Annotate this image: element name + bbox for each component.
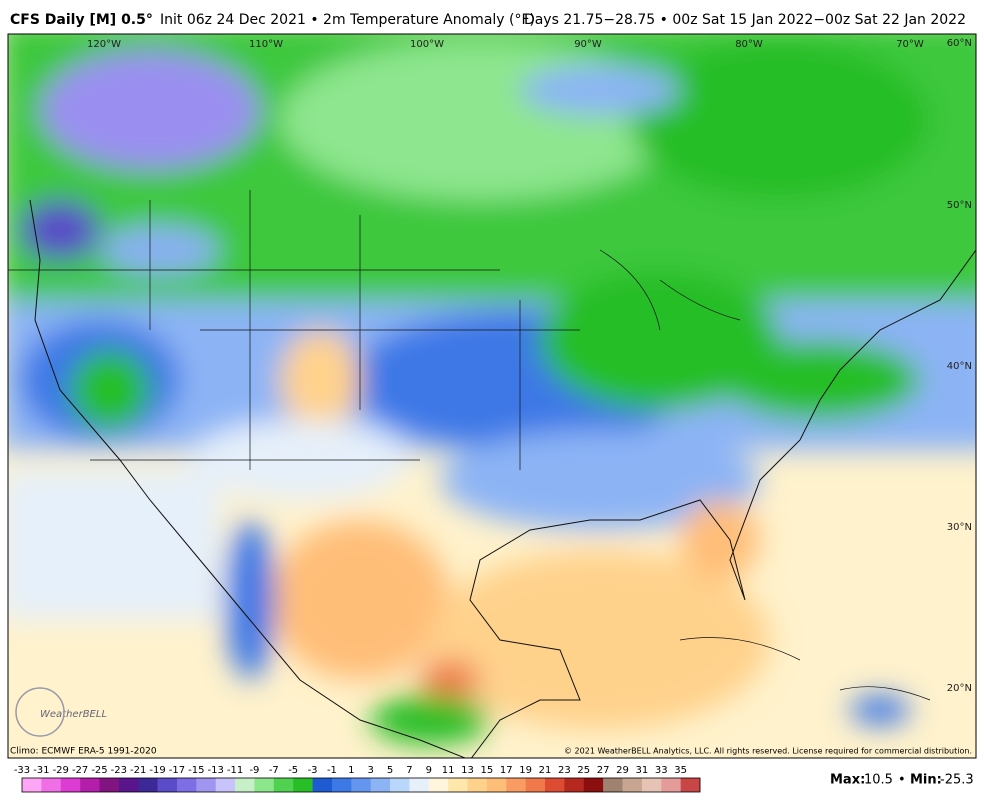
max-value: 10.5	[864, 773, 893, 788]
color-swatch	[409, 778, 430, 792]
color-swatch	[661, 778, 681, 792]
colorbar-label: -21	[130, 765, 146, 776]
color-swatch	[564, 778, 585, 792]
graticule-labels: 120°W 110°W 100°W 90°W 80°W 70°W 60°N 50°N 40°N 3…	[87, 38, 972, 694]
colorbar-label: -9	[249, 765, 259, 776]
color-swatch	[331, 778, 352, 792]
lon-label: 80°W	[735, 39, 763, 50]
colorbar-label: 35	[674, 765, 687, 776]
color-swatch	[351, 778, 371, 792]
logo: WeatherBELL	[40, 709, 107, 720]
color-swatch	[235, 778, 255, 792]
colorbar-label: 5	[387, 765, 393, 776]
color-swatch	[448, 778, 468, 792]
model-title: CFS Daily [M] 0.5°	[10, 12, 153, 28]
color-swatch	[641, 778, 662, 792]
lat-label: 20°N	[947, 683, 972, 694]
min-value: -25.3	[940, 773, 974, 788]
colorbar-label: -7	[269, 765, 279, 776]
colorbar-label: 9	[426, 765, 432, 776]
color-swatch	[273, 778, 294, 792]
color-swatch	[486, 778, 507, 792]
color-swatch	[583, 778, 604, 792]
colorbar-label: 25	[577, 765, 590, 776]
colorbar-label: 31	[636, 765, 649, 776]
colorbar-label: 11	[442, 765, 455, 776]
colorbar-label: 17	[500, 765, 513, 776]
colorbar-label: 27	[597, 765, 610, 776]
colorbar-label: 1	[348, 765, 354, 776]
color-swatch	[99, 778, 120, 792]
color-swatch	[603, 778, 623, 792]
colorbar-label: -25	[91, 765, 107, 776]
color-swatch	[80, 778, 100, 792]
colorbar-label: 3	[367, 765, 373, 776]
colorbar-label: -29	[53, 765, 69, 776]
logo-ring	[15, 687, 65, 737]
colorbar-label: -1	[327, 765, 337, 776]
colorbar-label: -15	[188, 765, 204, 776]
color-swatch	[370, 778, 391, 792]
color-swatch	[196, 778, 217, 792]
map: WeatherBELL	[8, 34, 976, 758]
colorbar-label: -33	[14, 765, 30, 776]
colorbar-label: 15	[481, 765, 494, 776]
colorbar-frame	[21, 777, 701, 793]
color-swatch	[545, 778, 565, 792]
color-swatch	[312, 778, 333, 792]
color-swatch	[176, 778, 197, 792]
lat-label: 30°N	[947, 522, 972, 533]
color-swatch	[138, 778, 158, 792]
color-swatch	[506, 778, 526, 792]
color-swatch	[157, 778, 178, 792]
lon-label: 120°W	[87, 39, 121, 50]
lat-label: 50°N	[947, 200, 972, 211]
color-swatch	[390, 778, 410, 792]
colorbar-label: -27	[72, 765, 88, 776]
separator: •	[898, 773, 906, 788]
colorbar-label: 29	[616, 765, 629, 776]
color-swatch	[254, 778, 275, 792]
colorbar-label: -11	[227, 765, 243, 776]
colorbar-label: 13	[461, 765, 474, 776]
colorbar-label: -17	[169, 765, 185, 776]
color-swatch	[680, 778, 701, 792]
colorbar-label: 33	[655, 765, 668, 776]
color-swatch	[215, 778, 236, 792]
colorbar-label: 19	[519, 765, 532, 776]
map-frame	[7, 33, 977, 759]
colorbar-label: -19	[149, 765, 165, 776]
copyright: © 2021 WeatherBELL Analytics, LLC. All r…	[564, 747, 972, 756]
min-label: Min:	[910, 773, 942, 788]
lon-label: 90°W	[574, 39, 602, 50]
colorbar-label: -5	[288, 765, 298, 776]
lon-label: 110°W	[249, 39, 283, 50]
color-swatch	[41, 778, 62, 792]
color-swatch	[60, 778, 81, 792]
colorbar: -33 -31 -29 -27 -25 -23 -21 -19 -17 -15 -13 -11 -9 -7…	[14, 765, 701, 793]
colorbar-label: 7	[406, 765, 412, 776]
color-swatch	[467, 778, 488, 792]
color-swatch	[525, 778, 546, 792]
max-label: Max:	[830, 773, 865, 788]
color-swatch	[118, 778, 139, 792]
color-swatch	[622, 778, 643, 792]
colorbar-label: -23	[111, 765, 127, 776]
lon-label: 100°W	[410, 39, 444, 50]
color-swatch	[22, 778, 42, 792]
color-swatch	[428, 778, 449, 792]
lat-label: 40°N	[947, 361, 972, 372]
colorbar-label: -31	[33, 765, 49, 776]
colorbar-label: -3	[308, 765, 318, 776]
description: Init 06z 24 Dec 2021 • 2m Temperature An…	[160, 12, 535, 28]
valid-time: Days 21.75−28.75 • 00z Sat 15 Jan 2022−0…	[524, 12, 966, 28]
color-swatch	[293, 778, 313, 792]
lon-label: 70°W	[896, 39, 924, 50]
lat-label: 60°N	[947, 38, 972, 49]
colorbar-label: -13	[208, 765, 224, 776]
colorbar-label: 23	[558, 765, 571, 776]
colorbar-label: 21	[539, 765, 552, 776]
climo-note: Climo: ECMWF ERA-5 1991-2020	[10, 747, 157, 757]
